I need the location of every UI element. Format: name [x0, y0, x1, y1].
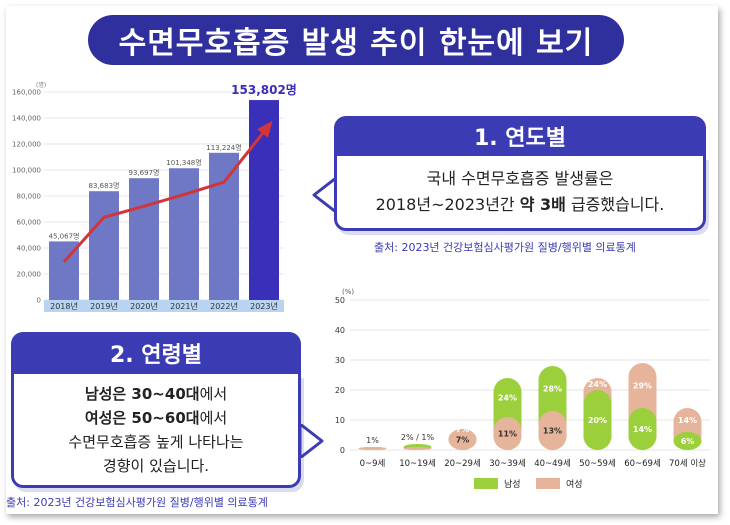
male-value-label: 14%: [633, 425, 652, 434]
male-value-label: 7%: [456, 425, 470, 434]
y-tick-label: 0: [340, 446, 345, 455]
bar-value-label: 93,697명: [129, 168, 160, 177]
y-tick-label: 20,000: [17, 271, 42, 279]
x-tick-label: 60~69세: [624, 459, 661, 469]
panel2-line1-bold: 남성은 30~40대: [84, 384, 200, 403]
x-tick-label: 70세 이상: [669, 458, 706, 469]
y-tick-label: 50: [335, 296, 345, 305]
panel1-body: 국내 수면무호흡증 발생률은 2018년~2023년간 약 3배 급증했습니다.: [334, 156, 706, 231]
male-value-label: 28%: [543, 385, 562, 394]
female-value-label: 7%: [456, 436, 470, 445]
bar-male: [628, 408, 657, 450]
panel1-line2-pre: 2018년~2023년간: [375, 195, 520, 214]
legend-swatch-female: [536, 478, 560, 489]
panel1-source: 출처: 2023년 건강보험심사평가원 질병/행위별 의료통계: [374, 241, 636, 254]
y-tick-label: 60,000: [17, 219, 42, 227]
bar-female: [358, 447, 387, 450]
legend-label-male: 남성: [504, 479, 521, 490]
bar-female: [493, 417, 522, 450]
y-tick-label: 10: [335, 416, 345, 425]
male-value-label: 20%: [588, 416, 607, 425]
x-tick-label: 2019년: [90, 301, 118, 311]
bar-value-label: 101,348명: [166, 158, 201, 167]
panel2-line2-bold: 여성은 50~60대: [84, 408, 200, 427]
bar-male: [673, 432, 702, 450]
female-value-label: 24%: [588, 380, 607, 389]
x-tick-label: 10~19세: [399, 459, 436, 469]
trend-arrowhead: [257, 120, 273, 138]
legend-label-female: 여성: [566, 478, 583, 490]
y-tick-label: 140,000: [12, 115, 41, 123]
panel2-line2: 여성은 50~60대에서: [85, 406, 227, 430]
x-tick-label: 30~39세: [489, 459, 526, 469]
infographic: 수면무호흡증 발생 추이 한눈에 보기 (명) 0 20,000 40,000 60,0…: [6, 6, 718, 514]
y-tick-label: 120,000: [12, 141, 41, 149]
panel2-line2-post: 에서: [199, 408, 228, 427]
female-value-label: 29%: [633, 382, 652, 391]
bar-value-label: 113,224명: [206, 143, 241, 152]
y-tick-label: 80,000: [17, 193, 42, 201]
legend-swatch-male: [474, 478, 498, 489]
bar-value-label: 83,683명: [89, 181, 120, 190]
pair-value-label: 1%: [366, 436, 379, 445]
panel2-line3: 수면무호흡증 높게 나타나는: [68, 432, 244, 451]
male-value-label: 6%: [681, 437, 695, 446]
panel1-line2-bold: 약 3배: [519, 195, 566, 214]
y-tick-label: 40: [335, 326, 345, 335]
bar: [209, 152, 239, 300]
y-tick-label: 40,000: [17, 245, 42, 253]
female-value-label: 14%: [678, 416, 697, 425]
panel2-callout-tail: [298, 424, 324, 458]
x-tick-label: 2022년: [210, 301, 238, 311]
panel1-line2: 2018년~2023년간 약 3배 급증했습니다.: [376, 192, 665, 218]
y-tick-label: 100,000: [12, 167, 41, 175]
x-tick-label: 2021년: [170, 301, 198, 311]
panel2-line1: 남성은 30~40대에서: [85, 382, 227, 406]
panel2-heading: 2. 연령별: [11, 332, 301, 374]
panel2-body: 남성은 30~40대에서 여성은 50~60대에서 수면무호흡증 높게 나타나는…: [11, 374, 301, 488]
yearly-bar-chart: (명) 0 20,000 40,000 60,000 80,000 100,000 120,0…: [12, 81, 297, 312]
bar-female: [403, 447, 432, 450]
x-tick-label: 20~29세: [444, 459, 481, 469]
bar-value-label: 153,802명: [231, 83, 297, 97]
y-tick-label: 0: [37, 297, 41, 305]
male-value-label: 24%: [498, 394, 517, 403]
y-unit-label: (명): [36, 81, 46, 89]
bar: [129, 178, 159, 300]
panel1-line2-post: 급증했습니다.: [565, 195, 665, 214]
panel1-line1: 국내 수면무호흡증 발생률은: [426, 169, 614, 188]
y-tick-label: 20: [335, 386, 345, 395]
y-unit-label: (%): [342, 288, 354, 296]
bar-female: [448, 429, 477, 450]
x-tick-label: 0~9세: [360, 459, 386, 469]
x-tick-label: 2020년: [130, 301, 158, 311]
female-value-label: 11%: [498, 430, 517, 439]
y-tick-label: 30: [335, 356, 345, 365]
bar-male: [583, 390, 612, 450]
x-tick-label: 40~49세: [534, 459, 571, 469]
panel2-line4: 경향이 있습니다.: [102, 456, 210, 475]
bar-female: [538, 411, 567, 450]
panel1-heading: 1. 연도별: [334, 116, 706, 156]
x-tick-label: 2018년: [50, 301, 78, 311]
age-bar-chart: (%) 0 10 20 30 40 50 1% 0~9세 2% / 1% 10~19세 7% 7% 20~…: [335, 288, 710, 490]
x-tick-label: 50~59세: [579, 459, 616, 469]
bar: [169, 168, 199, 300]
panel2-source: 출처: 2023년 건강보험심사평가원 질병/행위별 의료통계: [6, 496, 268, 509]
trend-line: [62, 123, 272, 263]
x-axis-band: [44, 300, 284, 312]
panel2-line1-post: 에서: [199, 384, 228, 403]
x-tick-label: 2023년: [250, 301, 278, 311]
pair-value-label: 2% / 1%: [401, 433, 435, 442]
page-title: 수면무호흡증 발생 추이 한눈에 보기: [88, 15, 624, 65]
bar: [89, 191, 119, 300]
y-tick-label: 160,000: [12, 89, 41, 97]
bar-value-label: 45,067명: [49, 231, 80, 240]
female-value-label: 13%: [543, 427, 562, 436]
